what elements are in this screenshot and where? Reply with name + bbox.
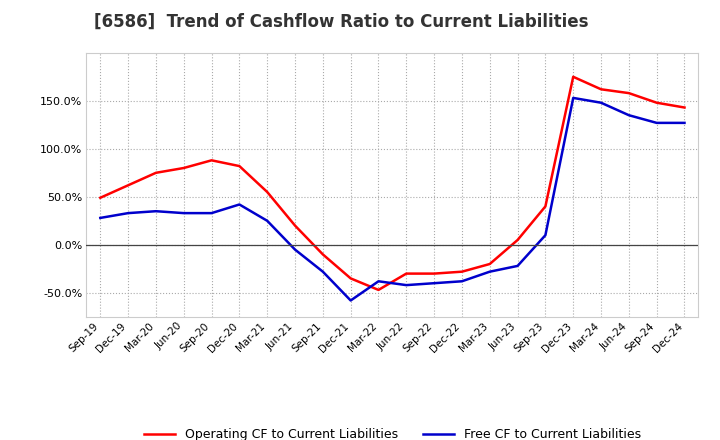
Free CF to Current Liabilities [346, 298, 355, 303]
Free CF to Current Liabilities [430, 281, 438, 286]
Free CF to Current Liabilities [291, 247, 300, 252]
Free CF to Current Liabilities [680, 120, 689, 125]
Free CF to Current Liabilities [207, 210, 216, 216]
Free CF to Current Liabilities [152, 209, 161, 214]
Free CF to Current Liabilities [96, 215, 104, 220]
Free CF to Current Liabilities [374, 279, 383, 284]
Operating CF to Current Liabilities [152, 170, 161, 176]
Free CF to Current Liabilities [318, 269, 327, 274]
Operating CF to Current Liabilities [124, 183, 132, 188]
Operating CF to Current Liabilities [346, 276, 355, 281]
Free CF to Current Liabilities [569, 95, 577, 101]
Line: Operating CF to Current Liabilities: Operating CF to Current Liabilities [100, 77, 685, 290]
Free CF to Current Liabilities [485, 269, 494, 274]
Operating CF to Current Liabilities [235, 163, 243, 169]
Operating CF to Current Liabilities [569, 74, 577, 80]
Operating CF to Current Liabilities [318, 252, 327, 257]
Line: Free CF to Current Liabilities: Free CF to Current Liabilities [100, 98, 685, 301]
Operating CF to Current Liabilities [263, 189, 271, 194]
Operating CF to Current Liabilities [430, 271, 438, 276]
Free CF to Current Liabilities [624, 113, 633, 118]
Operating CF to Current Liabilities [541, 204, 550, 209]
Free CF to Current Liabilities [513, 263, 522, 268]
Operating CF to Current Liabilities [179, 165, 188, 171]
Operating CF to Current Liabilities [597, 87, 606, 92]
Operating CF to Current Liabilities [624, 91, 633, 96]
Operating CF to Current Liabilities [402, 271, 410, 276]
Free CF to Current Liabilities [124, 210, 132, 216]
Free CF to Current Liabilities [402, 282, 410, 288]
Legend: Operating CF to Current Liabilities, Free CF to Current Liabilities: Operating CF to Current Liabilities, Fre… [138, 423, 647, 440]
Operating CF to Current Liabilities [680, 105, 689, 110]
Operating CF to Current Liabilities [652, 100, 661, 105]
Operating CF to Current Liabilities [96, 195, 104, 200]
Free CF to Current Liabilities [235, 202, 243, 207]
Free CF to Current Liabilities [263, 218, 271, 224]
Free CF to Current Liabilities [458, 279, 467, 284]
Operating CF to Current Liabilities [207, 158, 216, 163]
Operating CF to Current Liabilities [291, 223, 300, 228]
Text: [6586]  Trend of Cashflow Ratio to Current Liabilities: [6586] Trend of Cashflow Ratio to Curren… [94, 13, 588, 31]
Operating CF to Current Liabilities [374, 287, 383, 293]
Free CF to Current Liabilities [652, 120, 661, 125]
Free CF to Current Liabilities [541, 233, 550, 238]
Free CF to Current Liabilities [179, 210, 188, 216]
Free CF to Current Liabilities [597, 100, 606, 105]
Operating CF to Current Liabilities [513, 237, 522, 242]
Operating CF to Current Liabilities [485, 261, 494, 267]
Operating CF to Current Liabilities [458, 269, 467, 274]
